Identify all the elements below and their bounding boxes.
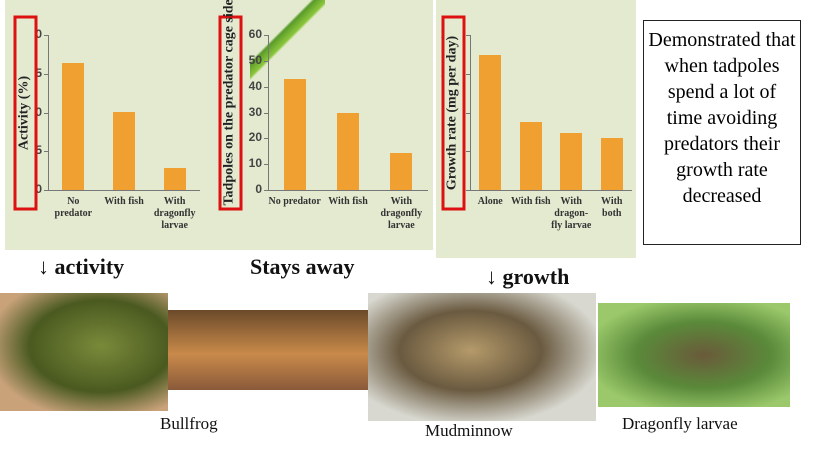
tick-mark xyxy=(44,35,48,36)
chart-panel xyxy=(5,0,205,250)
annotation: ↓ activity xyxy=(38,254,125,279)
tick-mark xyxy=(466,112,470,114)
x-tick-label: No predator xyxy=(268,196,321,207)
bar xyxy=(113,111,135,190)
note-box: Demonstrated that when tadpoles spend a … xyxy=(643,20,801,245)
y-tick-label: 10 xyxy=(248,156,262,171)
x-tick-label: With both xyxy=(601,196,623,219)
tick-mark xyxy=(466,190,470,191)
annotation: Stays away xyxy=(250,254,355,279)
y-tick-label: 30 xyxy=(248,104,262,119)
y-axis xyxy=(470,35,471,190)
y-tick-label: 60 xyxy=(248,27,262,41)
tick-mark xyxy=(44,73,48,75)
caption: Mudminnow xyxy=(425,421,513,440)
tick-mark xyxy=(466,73,470,75)
y-tick-label: 0 xyxy=(255,182,262,196)
annotation: ↓ growth xyxy=(486,264,570,289)
y-axis-title: Activity (%) xyxy=(13,15,37,210)
tick-mark xyxy=(466,151,470,153)
tick-mark xyxy=(44,190,48,191)
tick-mark xyxy=(466,35,470,36)
bar xyxy=(479,55,502,190)
x-tick-label: With dragonfly larvae xyxy=(153,196,196,231)
bar xyxy=(560,132,583,190)
x-tick-label: No predator xyxy=(54,196,93,219)
x-tick-label: Alone xyxy=(477,196,503,207)
bar xyxy=(600,137,623,190)
bar xyxy=(62,62,85,190)
x-tick-label: With fish xyxy=(104,196,144,207)
x-axis xyxy=(268,190,428,191)
tick-mark xyxy=(264,60,268,62)
tick-mark xyxy=(264,138,268,140)
tick-mark xyxy=(264,164,268,166)
y-tick-label: 40 xyxy=(248,78,262,93)
y-tick-label: 50 xyxy=(248,52,262,67)
y-axis xyxy=(268,35,269,190)
y-tick-label: 5 xyxy=(35,143,42,158)
tick-mark xyxy=(264,190,268,191)
bar xyxy=(519,122,542,190)
bullfrog-photo xyxy=(0,293,168,411)
dragonfly-larvae-photo xyxy=(598,303,790,407)
tick-mark xyxy=(44,112,48,114)
x-tick-label: With fish xyxy=(328,196,368,207)
x-tick-label: With fish xyxy=(510,196,551,207)
x-tick-label: With dragon-fly larvae xyxy=(551,196,592,231)
x-axis xyxy=(470,190,632,191)
mudminnow-photo xyxy=(368,293,596,421)
tick-mark xyxy=(264,35,268,36)
y-axis-title: Tadpoles on the predator cage side (%) xyxy=(218,0,242,210)
bar xyxy=(390,153,413,190)
y-axis xyxy=(48,35,49,190)
bar xyxy=(163,168,186,190)
tadpole-photo xyxy=(168,310,368,390)
bar xyxy=(283,78,306,190)
y-tick-label: 0 xyxy=(35,182,42,196)
caption: Dragonfly larvae xyxy=(622,414,738,433)
tick-mark xyxy=(44,151,48,153)
tick-mark xyxy=(264,86,268,88)
tick-mark xyxy=(264,112,268,114)
y-tick-label: 20 xyxy=(248,130,262,145)
caption: Bullfrog xyxy=(160,414,218,433)
bar xyxy=(337,112,359,190)
grasshopper-image xyxy=(250,0,325,85)
x-tick-label: With dragonfly larvae xyxy=(380,196,423,231)
y-axis-title: Growth rate (mg per day) xyxy=(441,15,465,210)
x-axis xyxy=(48,190,200,191)
